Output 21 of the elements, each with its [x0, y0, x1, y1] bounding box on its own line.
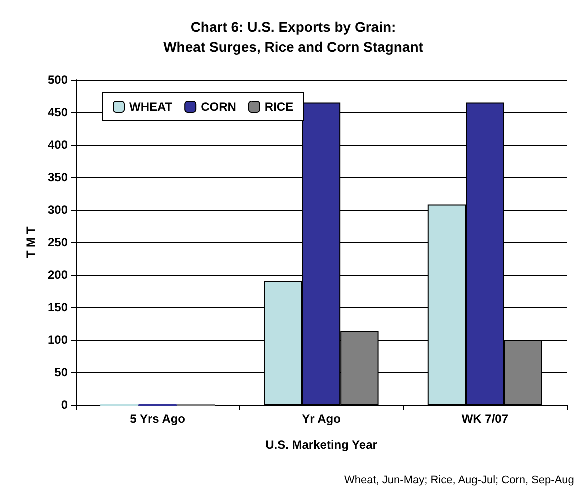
y-tick-label: 0 [61, 398, 68, 412]
x-tick-label: WK 7/07 [462, 412, 509, 426]
x-axis-title: U.S. Marketing Year [266, 438, 378, 452]
legend-label: RICE [264, 100, 294, 114]
chart-title: Chart 6: U.S. Exports by Grain: Wheat Surges, Rice and Corn Stagnant [164, 19, 424, 55]
y-tick-label: 200 [48, 268, 68, 282]
y-tick-label: 400 [48, 138, 68, 152]
y-tick-label: 450 [48, 106, 68, 120]
y-tick-label: 500 [48, 73, 68, 87]
legend-label: WHEAT [130, 100, 174, 114]
text: Wheat, Jun-May; Rice, Aug-Jul; Corn, Sep-Aug [344, 474, 574, 486]
x-tick-label: 5 Yrs Ago [130, 412, 186, 426]
x-tick-label: Yr Ago [302, 412, 341, 426]
y-tick-label: 250 [48, 236, 68, 250]
y-tick-label: 300 [48, 203, 68, 217]
y-axis-title: T M T [24, 226, 38, 258]
y-tick-label: 150 [48, 300, 68, 314]
y-tick-label: 100 [48, 333, 68, 347]
y-tick-label: 350 [48, 170, 68, 184]
y-tick-label: 50 [54, 366, 68, 380]
legend-label: CORN [201, 100, 236, 114]
